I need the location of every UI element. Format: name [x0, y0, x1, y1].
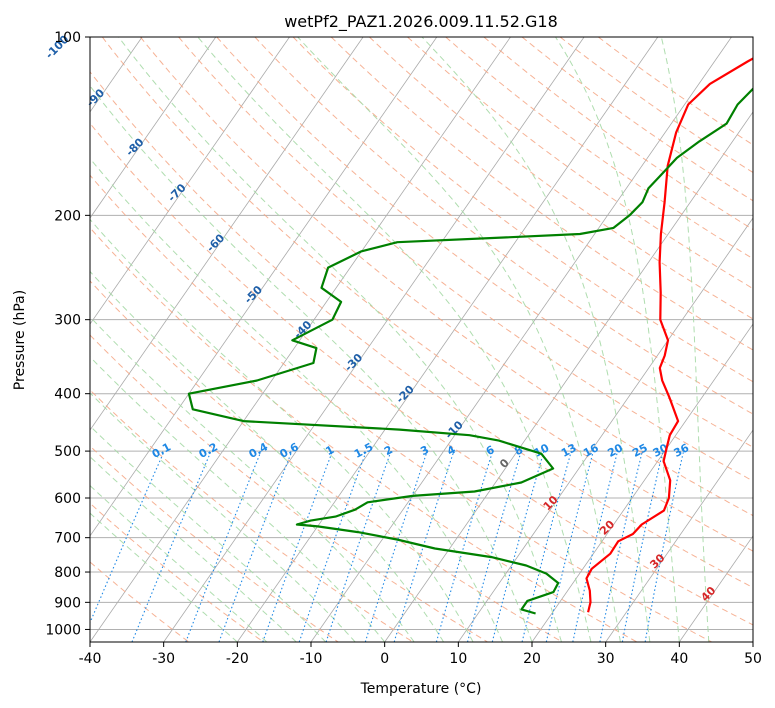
mixing-ratio-line	[545, 450, 594, 642]
y-axis-title: Pressure (hPa)	[12, 290, 28, 390]
mixing-ratio-line	[298, 450, 367, 642]
dry-adiabat-line	[330, 37, 753, 351]
mixing-ratio-line	[599, 450, 643, 642]
chart-title: wetPf2_PAZ1.2026.009.11.52.G18	[284, 12, 558, 32]
moist-adiabat-line	[90, 455, 297, 642]
x-tick-label: -10	[300, 651, 323, 667]
isotherm-line	[310, 37, 732, 642]
x-tick-label: 0	[380, 651, 389, 667]
isotherm-line	[752, 641, 753, 642]
isotherm-line	[90, 37, 511, 642]
moist-adiabat-line	[90, 356, 386, 642]
plot-frame	[89, 36, 754, 643]
dry-adiabat-line	[90, 334, 488, 642]
moist-adiabat-line	[90, 157, 503, 642]
moist-adiabat-line	[555, 37, 680, 642]
temperature-profile-line	[585, 57, 753, 613]
dewpoint-profile-line	[187, 87, 753, 615]
moist-adiabat-line	[90, 425, 327, 642]
isotherm-line	[0, 37, 69, 642]
grid-layer	[0, 37, 753, 642]
mixing-ratio-line	[491, 450, 545, 642]
mixing-ratio-label: 10	[532, 441, 552, 460]
moist-adiabat-line	[118, 37, 562, 642]
y-tick-label: 100	[54, 30, 81, 46]
plot-background	[90, 37, 753, 642]
mixing-ratio-line	[364, 450, 428, 642]
mixing-ratio-label: 36	[672, 441, 692, 460]
isotherm-line	[90, 37, 290, 325]
mixing-ratio-label: 13	[559, 441, 579, 460]
mixing-ratio-line	[466, 450, 522, 642]
x-tick-label: -30	[152, 651, 175, 667]
moist-adiabat-line	[90, 512, 238, 642]
isotherm-line	[605, 429, 753, 642]
isotherm-line	[678, 535, 753, 642]
mixing-ratio-line	[262, 450, 334, 642]
moist-adiabat-line	[90, 218, 474, 642]
y-tick-label: 600	[54, 491, 81, 507]
series-layer	[187, 57, 753, 615]
isotherm-line	[90, 37, 364, 431]
mixing-ratio-label: 25	[630, 441, 650, 460]
y-tick-label: 800	[54, 565, 81, 581]
dry-adiabat-line	[292, 37, 753, 383]
moist-adiabat-line	[197, 37, 592, 642]
mixing-ratio-line	[185, 450, 262, 642]
mixing-ratio-line	[572, 450, 619, 642]
mixing-ratio-line	[325, 450, 392, 642]
dry-adiabat-line	[90, 389, 414, 642]
mixing-ratio-label: 16	[581, 441, 601, 460]
moist-adiabat-line	[90, 484, 268, 642]
y-tick-label: 400	[54, 387, 81, 403]
dry-adiabat-line	[90, 122, 753, 626]
isotherm-line	[384, 111, 753, 642]
axis-layer: -40 -30 -20 -10 0 10 20 30 40 50 100 200 300 400 500 60…	[45, 30, 762, 667]
mixing-ratio-line	[218, 450, 293, 642]
isotherm-line	[236, 37, 659, 642]
y-tick-label: 300	[54, 313, 81, 329]
x-tick-label: 20	[523, 651, 541, 667]
mixing-ratio-line	[131, 450, 212, 642]
isotherm-line	[163, 37, 585, 642]
moist-adiabat-line	[90, 270, 445, 642]
mixing-ratio-line	[90, 450, 165, 624]
y-tick-label: 500	[54, 444, 81, 460]
x-tick-label: 40	[670, 651, 688, 667]
moist-adiabat-line	[90, 85, 533, 642]
isotherm-line	[531, 323, 753, 642]
dry-adiabat-line	[407, 37, 753, 290]
moist-adiabat-line	[421, 37, 651, 642]
mixing-ratio-line	[435, 450, 494, 642]
x-axis-title: Temperature (°C)	[360, 681, 482, 697]
dry-adiabat-line	[369, 37, 753, 320]
moist-adiabat-line	[297, 37, 621, 642]
x-tick-label: 10	[449, 651, 467, 667]
y-tick-label: 900	[54, 595, 81, 611]
moist-adiabat-line	[660, 37, 710, 642]
isotherm-line	[90, 37, 438, 537]
y-tick-label: 1000	[45, 622, 81, 638]
x-tick-label: -40	[79, 651, 102, 667]
dry-adiabat-line	[90, 70, 753, 589]
mixing-ratio-label: 20	[605, 441, 625, 460]
moist-adiabat-line	[90, 316, 415, 642]
x-tick-label: -20	[226, 651, 249, 667]
dry-adiabat-line	[90, 227, 638, 642]
dry-adiabat-line	[101, 37, 753, 552]
x-tick-label: 50	[744, 651, 762, 667]
moist-adiabat-line	[90, 392, 356, 642]
mixing-ratio-line	[521, 450, 572, 642]
x-tick-label: 30	[597, 651, 615, 667]
isotherm-line	[90, 37, 217, 219]
y-tick-label: 700	[54, 531, 81, 547]
y-tick-label: 200	[54, 208, 81, 224]
mixing-ratio-line	[393, 450, 455, 642]
